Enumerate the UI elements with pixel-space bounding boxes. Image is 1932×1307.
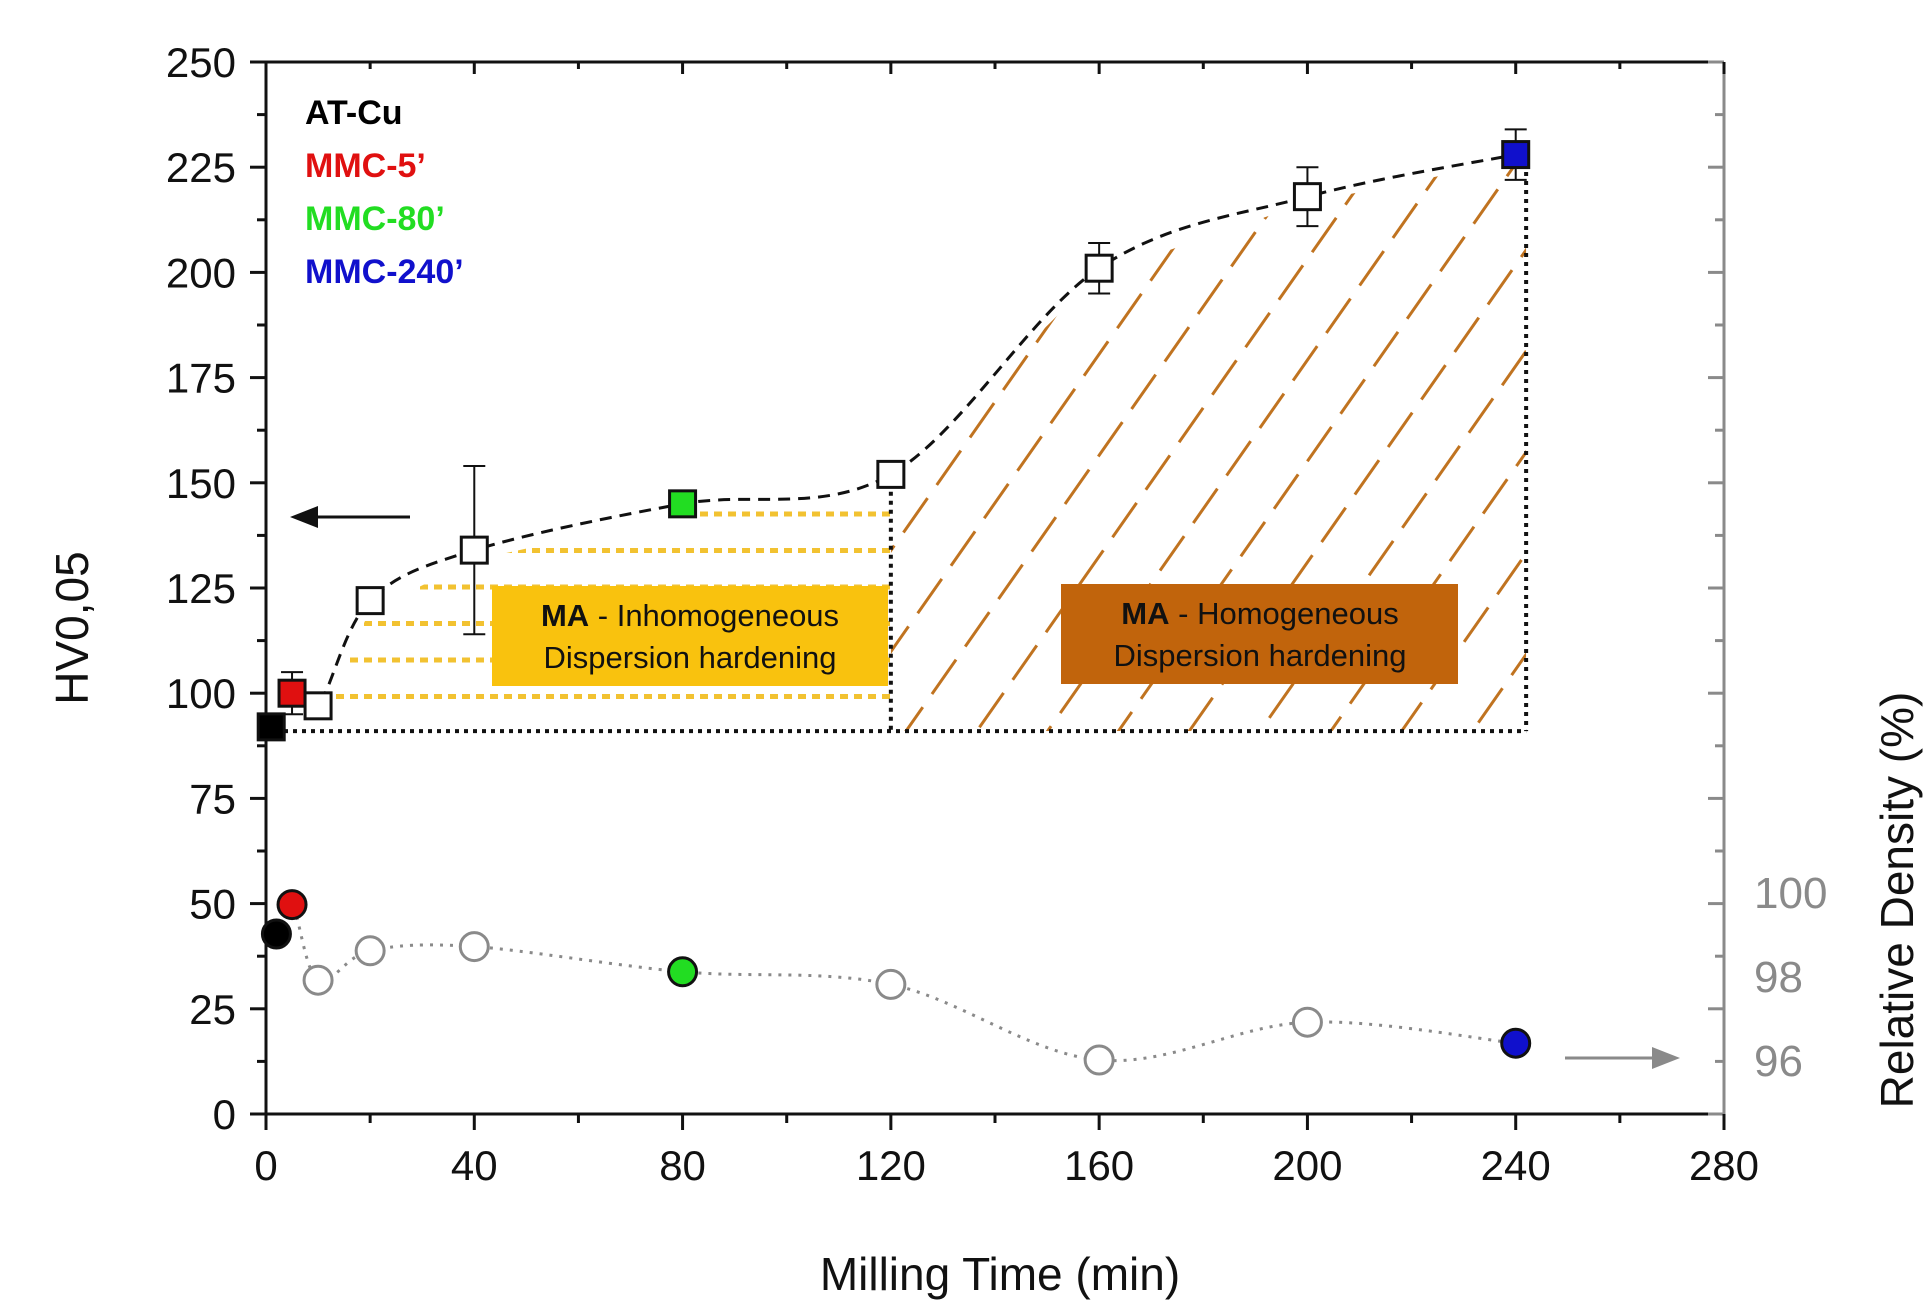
y-axis-title: HV0,05 [46,551,98,704]
x-tick-label: 0 [254,1142,277,1189]
y-tick-label: 225 [166,144,236,191]
density-point-mmc5 [276,889,308,921]
hardness-point [355,586,385,616]
x-tick-label: 120 [856,1142,926,1189]
hardness-point [459,535,489,565]
density-point-mmc240 [1500,1027,1532,1059]
y-tick-label: 75 [189,775,236,822]
density-point-mmc80 [667,956,699,988]
x-tick-label: 280 [1689,1142,1759,1189]
region-label-homogeneous: MA - Homogeneous Dispersion hardening [1061,584,1458,684]
hardness-point [876,459,906,489]
density-point [1291,1006,1323,1038]
y-tick-label: 25 [189,986,236,1033]
density-point [458,931,490,963]
right-tick-label: 100 [1754,869,1827,918]
density-point [354,935,386,967]
y-tick-label: 50 [189,881,236,928]
region-label-homogeneous-line2: Dispersion hardening [1114,638,1407,673]
hardness-point [1084,253,1114,283]
right-tick-label: 98 [1754,953,1803,1002]
legend-entry-mmc-5: MMC-5’ [305,147,426,185]
region-label-inhomogeneous: MA - Inhomogeneous Dispersion hardening [492,586,888,686]
density-fit-line [275,901,1516,1063]
region-label-inhomogeneous-line1: MA - Inhomogeneous [541,598,839,633]
legend-entry-at-cu: AT-Cu [305,94,403,132]
region-label-homogeneous-bold: MA [1121,596,1169,631]
x-tick-label: 160 [1064,1142,1134,1189]
x-tick-label: 80 [659,1142,706,1189]
right-axis-arrow-head [1652,1047,1680,1069]
axes-frame: 0 25 50 75 100 125 150 175 200 225 250 0 40 80 120 160 2… [166,39,1828,1189]
region-label-homogeneous-rest: - Homogeneous [1170,596,1399,631]
x-tick-label: 200 [1272,1142,1342,1189]
region-label-inhomogeneous-bold: MA [541,598,589,633]
x-tick-label: 40 [451,1142,498,1189]
x-tick-label: 240 [1481,1142,1551,1189]
hardness-point-mmc80 [668,489,698,519]
hardness-point-mmc5 [277,678,307,708]
region-label-inhomogeneous-rest: - Inhomogeneous [589,598,839,633]
region-label-homogeneous-box [1061,584,1458,684]
left-axis-arrow-head [290,506,318,528]
density-point [302,964,334,996]
hardness-point [303,691,333,721]
region-label-inhomogeneous-line2: Dispersion hardening [544,640,837,675]
fit-lines [275,153,1517,1063]
y-tick-label: 125 [166,565,236,612]
density-point-atcu [260,918,292,950]
axis-arrows [290,506,1680,1069]
density-point [875,968,907,1000]
right-axis-title: Relative Density (%) [1871,692,1923,1109]
legend: AT-Cu MMC-5’ MMC-80’ MMC-240’ [305,94,464,291]
density-point [1083,1044,1115,1076]
region-label-homogeneous-line1: MA - Homogeneous [1121,596,1398,631]
hardness-point-mmc240 [1501,140,1531,170]
hardness-point [1292,182,1322,212]
y-tick-label: 0 [213,1091,236,1138]
region-label-inhomogeneous-box [492,586,888,686]
legend-entry-mmc-80: MMC-80’ [305,200,445,238]
data-points [256,128,1532,1076]
y-tick-label: 150 [166,460,236,507]
y-tick-label: 100 [166,670,236,717]
y-tick-label: 250 [166,39,236,86]
y-tick-label: 175 [166,355,236,402]
hardness-point-atcu [256,712,286,742]
right-tick-label: 96 [1754,1037,1803,1086]
y-tick-label: 200 [166,249,236,296]
legend-entry-mmc-240: MMC-240’ [305,253,464,291]
x-axis-title: Milling Time (min) [820,1248,1180,1300]
